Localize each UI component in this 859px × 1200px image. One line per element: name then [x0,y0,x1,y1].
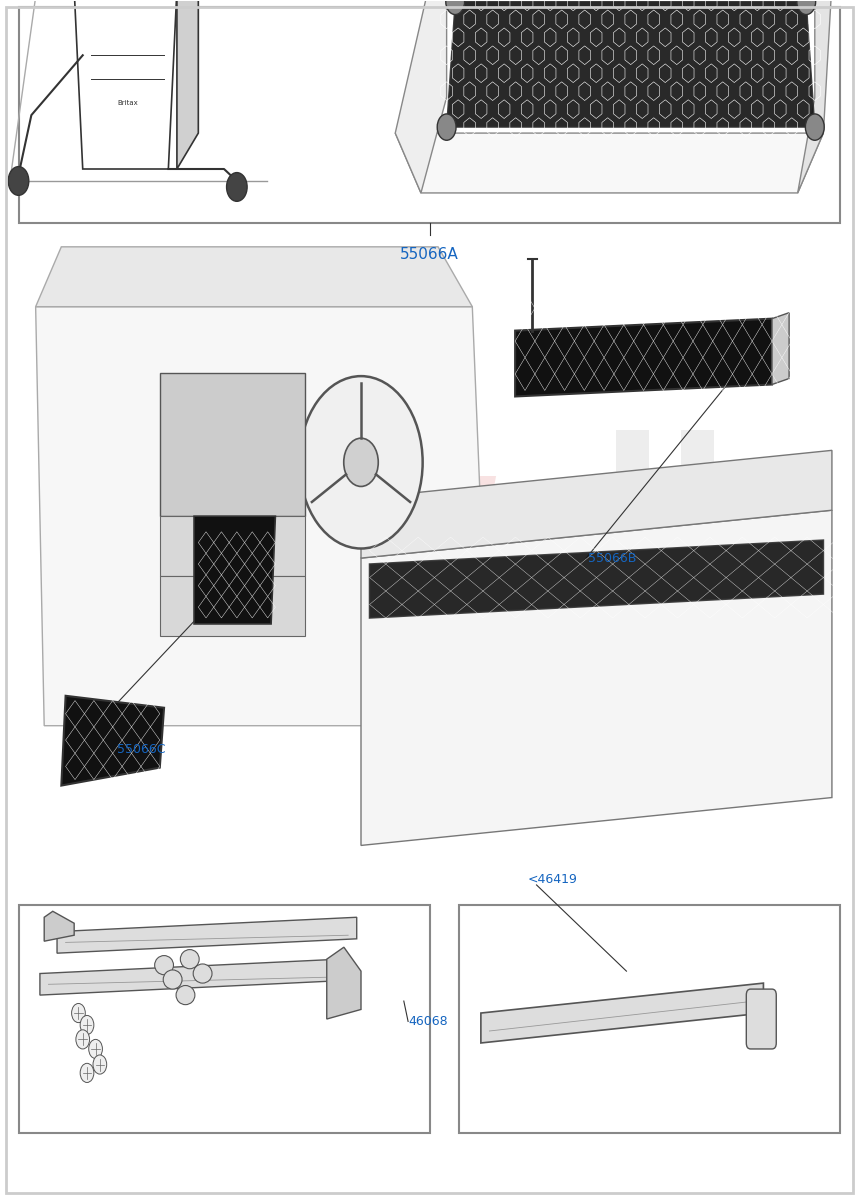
Circle shape [299,376,423,548]
Ellipse shape [176,985,195,1004]
Polygon shape [40,959,339,995]
Text: 55066B: 55066B [588,552,637,564]
Polygon shape [361,510,832,846]
Bar [681,521,714,566]
Polygon shape [395,0,447,193]
Polygon shape [44,911,74,941]
Polygon shape [369,540,824,618]
FancyBboxPatch shape [19,7,840,223]
Text: 55066C: 55066C [117,743,166,756]
Polygon shape [447,1,815,127]
FancyBboxPatch shape [460,905,840,1133]
Polygon shape [798,0,832,193]
Circle shape [80,1015,94,1034]
FancyBboxPatch shape [19,905,430,1133]
Circle shape [446,0,465,14]
Circle shape [93,1055,107,1074]
Bar [583,475,616,521]
Bar [714,566,746,612]
Polygon shape [57,917,356,953]
Circle shape [797,0,816,14]
FancyBboxPatch shape [746,989,777,1049]
Polygon shape [361,450,832,558]
Ellipse shape [193,964,212,983]
Bar [649,566,681,612]
Circle shape [88,1039,102,1058]
Circle shape [71,1003,85,1022]
Polygon shape [326,947,361,1019]
Text: <46419: <46419 [528,872,578,886]
Circle shape [227,173,247,202]
Polygon shape [74,0,177,169]
Polygon shape [395,133,824,193]
Text: Britax: Britax [118,100,138,106]
Circle shape [76,1030,89,1049]
Circle shape [9,167,29,196]
Text: Scuderia: Scuderia [94,476,559,568]
Ellipse shape [180,949,199,968]
Ellipse shape [155,955,174,974]
Circle shape [437,114,456,140]
Bar [616,521,649,566]
Bar [583,566,616,612]
Polygon shape [177,0,198,169]
Polygon shape [61,696,164,786]
Polygon shape [35,247,472,307]
Circle shape [806,114,825,140]
Circle shape [80,1063,94,1082]
Bar [681,430,714,475]
FancyBboxPatch shape [160,516,305,576]
Bar [616,430,649,475]
Polygon shape [481,983,764,1043]
Polygon shape [194,516,276,624]
Bar [714,475,746,521]
Ellipse shape [163,970,182,989]
Bar [649,475,681,521]
Text: 46068: 46068 [408,1015,448,1028]
Circle shape [344,438,378,486]
Text: c a r   p a r t s: c a r p a r t s [229,580,424,608]
Text: 55066A: 55066A [400,247,459,262]
FancyBboxPatch shape [160,576,305,636]
Polygon shape [515,319,772,396]
Polygon shape [772,313,789,384]
Polygon shape [35,307,490,726]
FancyBboxPatch shape [160,372,305,516]
